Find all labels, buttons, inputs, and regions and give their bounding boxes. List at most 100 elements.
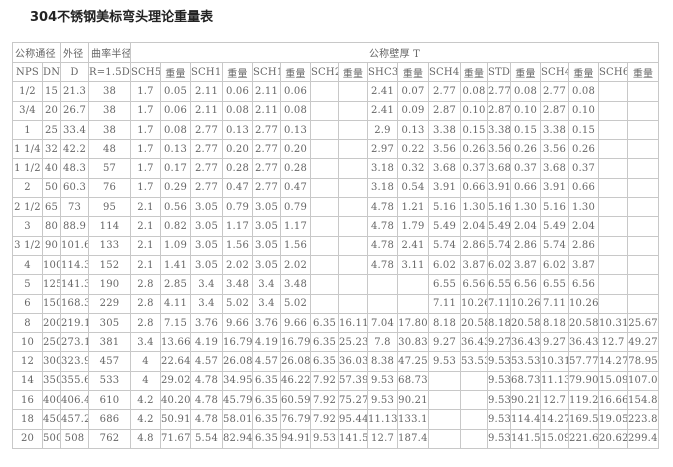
table-cell: 3.05 — [190, 235, 223, 256]
table-cell: 508 — [60, 428, 89, 449]
table-cell: 2.87 — [540, 100, 569, 121]
table-cell: 168.3 — [60, 293, 89, 314]
table-cell: 2.87 — [487, 100, 511, 121]
table-cell: 141.53 — [510, 428, 541, 449]
table-cell: 36.03 — [338, 351, 368, 372]
table-cell: 3.4 — [190, 293, 223, 314]
table-cell — [310, 177, 339, 199]
table-cell: 76.79 — [280, 409, 311, 430]
table-cell: 2.77 — [190, 177, 223, 199]
table-cell: 17.80 — [397, 312, 429, 334]
table-cell: 20 — [42, 100, 61, 121]
table-cell: 0.82 — [160, 216, 191, 237]
table-cell: 12.7 — [367, 428, 398, 449]
column-header: SCH20 — [310, 61, 339, 83]
table-cell — [310, 100, 339, 121]
table-cell: 1 1/4 — [12, 139, 43, 160]
table-cell: 2.86 — [568, 235, 599, 256]
table-cell: 48.3 — [60, 158, 89, 179]
table-cell: 14.27 — [540, 409, 569, 430]
table-cell — [310, 139, 339, 160]
table-cell — [428, 428, 461, 449]
table-cell: 8.18 — [540, 312, 569, 334]
table-cell: 1 — [12, 119, 43, 141]
table-cell: 150 — [42, 293, 61, 314]
table-cell: 3.56 — [540, 139, 569, 160]
table-cell: 57 — [88, 158, 131, 179]
table-cell: 2.77 — [487, 81, 511, 102]
table-cell — [397, 293, 429, 314]
table-cell: 3.18 — [367, 177, 398, 199]
table-cell: 73 — [60, 197, 89, 218]
table-cell: 15.09 — [598, 370, 628, 392]
table-cell: 4.19 — [252, 332, 281, 353]
table-cell: 3.05 — [252, 197, 281, 218]
table-cell: 68.73 — [510, 370, 541, 392]
table-cell: 2.1 — [130, 235, 161, 256]
table-cell: 133 — [88, 235, 131, 256]
table-cell: 6.56 — [510, 274, 541, 295]
table-cell: 1.7 — [130, 158, 161, 179]
table-cell: 9.66 — [280, 312, 311, 334]
table-cell: 0.28 — [222, 158, 253, 179]
table-cell: 20 — [12, 428, 43, 449]
table-cell: 26.7 — [60, 100, 89, 121]
table-cell: 152 — [88, 254, 131, 276]
table-cell: 80 — [42, 216, 61, 237]
table-cell: 6.35 — [252, 370, 281, 392]
table-cell — [598, 100, 628, 121]
table-cell: 2.87 — [428, 100, 461, 121]
table-cell: 1.17 — [280, 216, 311, 237]
table-cell: 3.68 — [540, 158, 569, 179]
table-cell: 355.6 — [60, 370, 89, 392]
column-header: 重量 — [222, 61, 253, 83]
table-row: 10250273.13813.413.664.1916.794.1916.796… — [12, 332, 660, 353]
table-cell: 5.16 — [540, 197, 569, 218]
table-cell: 38 — [88, 100, 131, 121]
table-cell: 1.17 — [222, 216, 253, 237]
table-cell: 14 — [12, 370, 43, 392]
table-cell: 0.10 — [568, 100, 599, 121]
table-cell: 38 — [88, 81, 131, 102]
column-header: SCH10 — [252, 61, 281, 83]
table-cell: 5.02 — [222, 293, 253, 314]
table-cell: 381 — [88, 332, 131, 353]
table-cell — [338, 254, 368, 276]
table-cell: 14.27 — [598, 351, 628, 372]
table-cell: 6.35 — [310, 332, 339, 353]
table-cell — [598, 216, 628, 237]
header-outer-diameter: 外径 — [60, 42, 89, 63]
table-cell: 8.18 — [428, 312, 461, 334]
table-cell: 0.13 — [222, 119, 253, 141]
table-cell — [598, 158, 628, 179]
table-cell: 1.79 — [397, 216, 429, 237]
table-cell — [598, 81, 628, 102]
table-cell: 25.67 — [626, 312, 660, 334]
table-cell: 90 — [42, 235, 61, 256]
table-cell: 12.7 — [598, 332, 628, 353]
table-cell: 95.44 — [338, 409, 368, 430]
table-cell: 141.3 — [60, 274, 89, 295]
table-cell — [310, 158, 339, 179]
table-cell: 3 — [12, 216, 43, 237]
table-cell: 141.53 — [338, 428, 368, 449]
page-title: 304不锈钢美标弯头理论重量表 — [30, 10, 214, 25]
column-header: SCH40s — [428, 61, 461, 83]
table-cell: 1.7 — [130, 81, 161, 102]
header-bend-radius: 曲率半径 — [88, 42, 131, 63]
table-cell: 406.4 — [60, 390, 89, 411]
table-cell: 0.37 — [510, 158, 541, 179]
table-cell: 68.73 — [397, 370, 429, 392]
table-cell: 40 — [42, 158, 61, 179]
table-cell: 221.61 — [568, 428, 599, 449]
table-cell: 2.02 — [280, 254, 311, 276]
table-cell: 76 — [88, 177, 131, 199]
table-cell: 273.1 — [60, 332, 89, 353]
table-cell: 8 — [12, 312, 43, 334]
table-cell: 200 — [42, 312, 61, 334]
table-cell: 762 — [88, 428, 131, 449]
table-cell: 4.78 — [367, 235, 398, 256]
table-cell: 1.21 — [397, 197, 429, 218]
table-cell: 78.95 — [626, 351, 660, 372]
table-cell: 8.18 — [487, 312, 511, 334]
